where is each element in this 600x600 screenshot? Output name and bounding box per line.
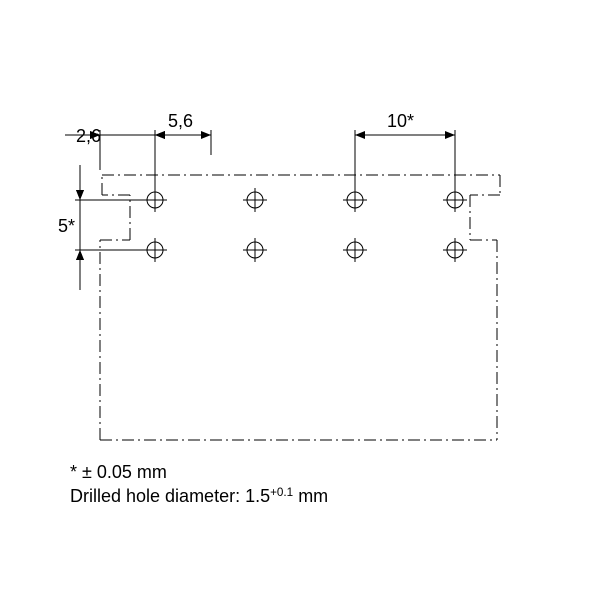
dimension-label: 10* — [387, 111, 414, 131]
drilled-hole — [343, 238, 367, 262]
tolerance-note: * ± 0.05 mm — [70, 462, 167, 482]
drilled-hole — [243, 238, 267, 262]
hole-diameter-note: Drilled hole diameter: 1.5+0.1 mm — [70, 486, 328, 506]
drilled-hole — [443, 238, 467, 262]
dimension-label: 5,6 — [168, 111, 193, 131]
dimension-label: 5* — [58, 216, 75, 236]
drilled-hole — [243, 188, 267, 212]
